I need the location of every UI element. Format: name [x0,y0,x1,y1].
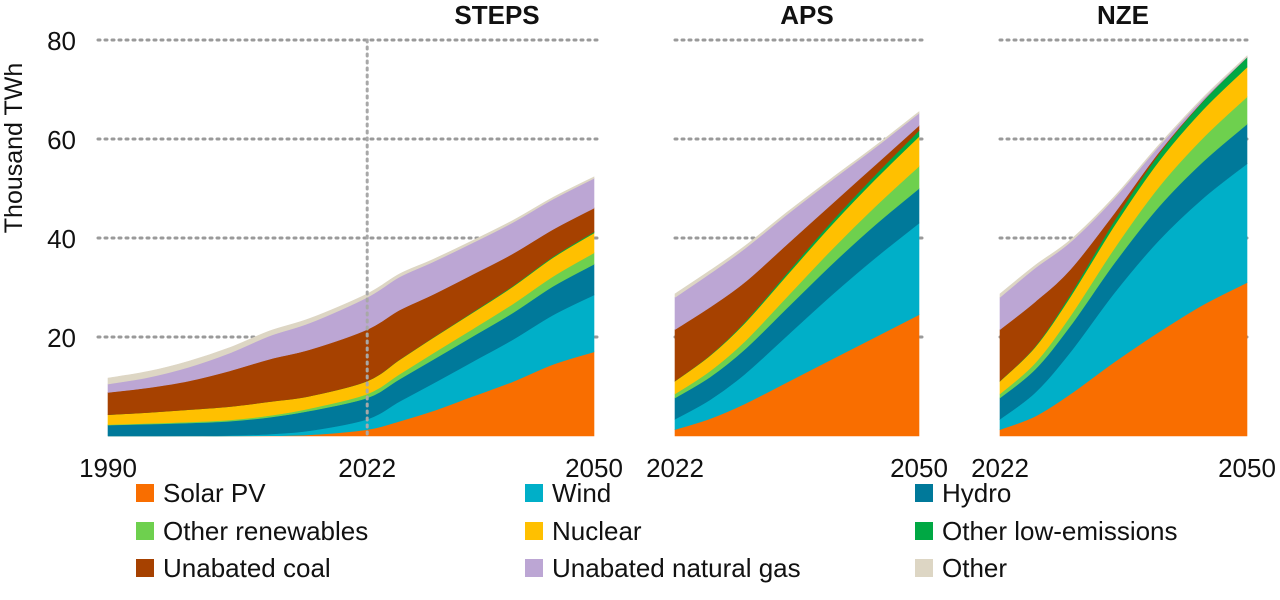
x-tick-label: 2022 [971,453,1029,483]
panel-steps [107,176,595,437]
stacked-areas [107,55,1248,437]
x-tick-label: 2050 [890,453,948,483]
x-tick-label: 2022 [646,453,704,483]
area-steps-other [107,176,595,385]
tick-labels: 20 40 60 80 STEPS 1990 2022 2050 APS 2022 2050 NZE 2… [47,0,1276,483]
panel-title-aps: APS [780,0,833,30]
x-tick-label: 2022 [338,453,396,483]
area-aps-other [674,111,920,298]
y-tick-label: 40 [47,224,76,254]
panel-aps [674,111,920,437]
axes: Thousand TWh [0,63,28,233]
y-tick-label: 60 [47,125,76,155]
y-tick-label: 20 [47,323,76,353]
y-tick-label: 80 [47,26,76,56]
panel-title-steps: STEPS [454,0,539,30]
panel-nze [999,55,1248,437]
x-tick-label: 1990 [79,453,137,483]
panel-title-nze: NZE [1097,0,1149,30]
y-axis-label: Thousand TWh [0,63,28,233]
x-tick-label: 2050 [565,453,623,483]
x-tick-label: 2050 [1218,453,1276,483]
area-nze-other [999,55,1248,298]
